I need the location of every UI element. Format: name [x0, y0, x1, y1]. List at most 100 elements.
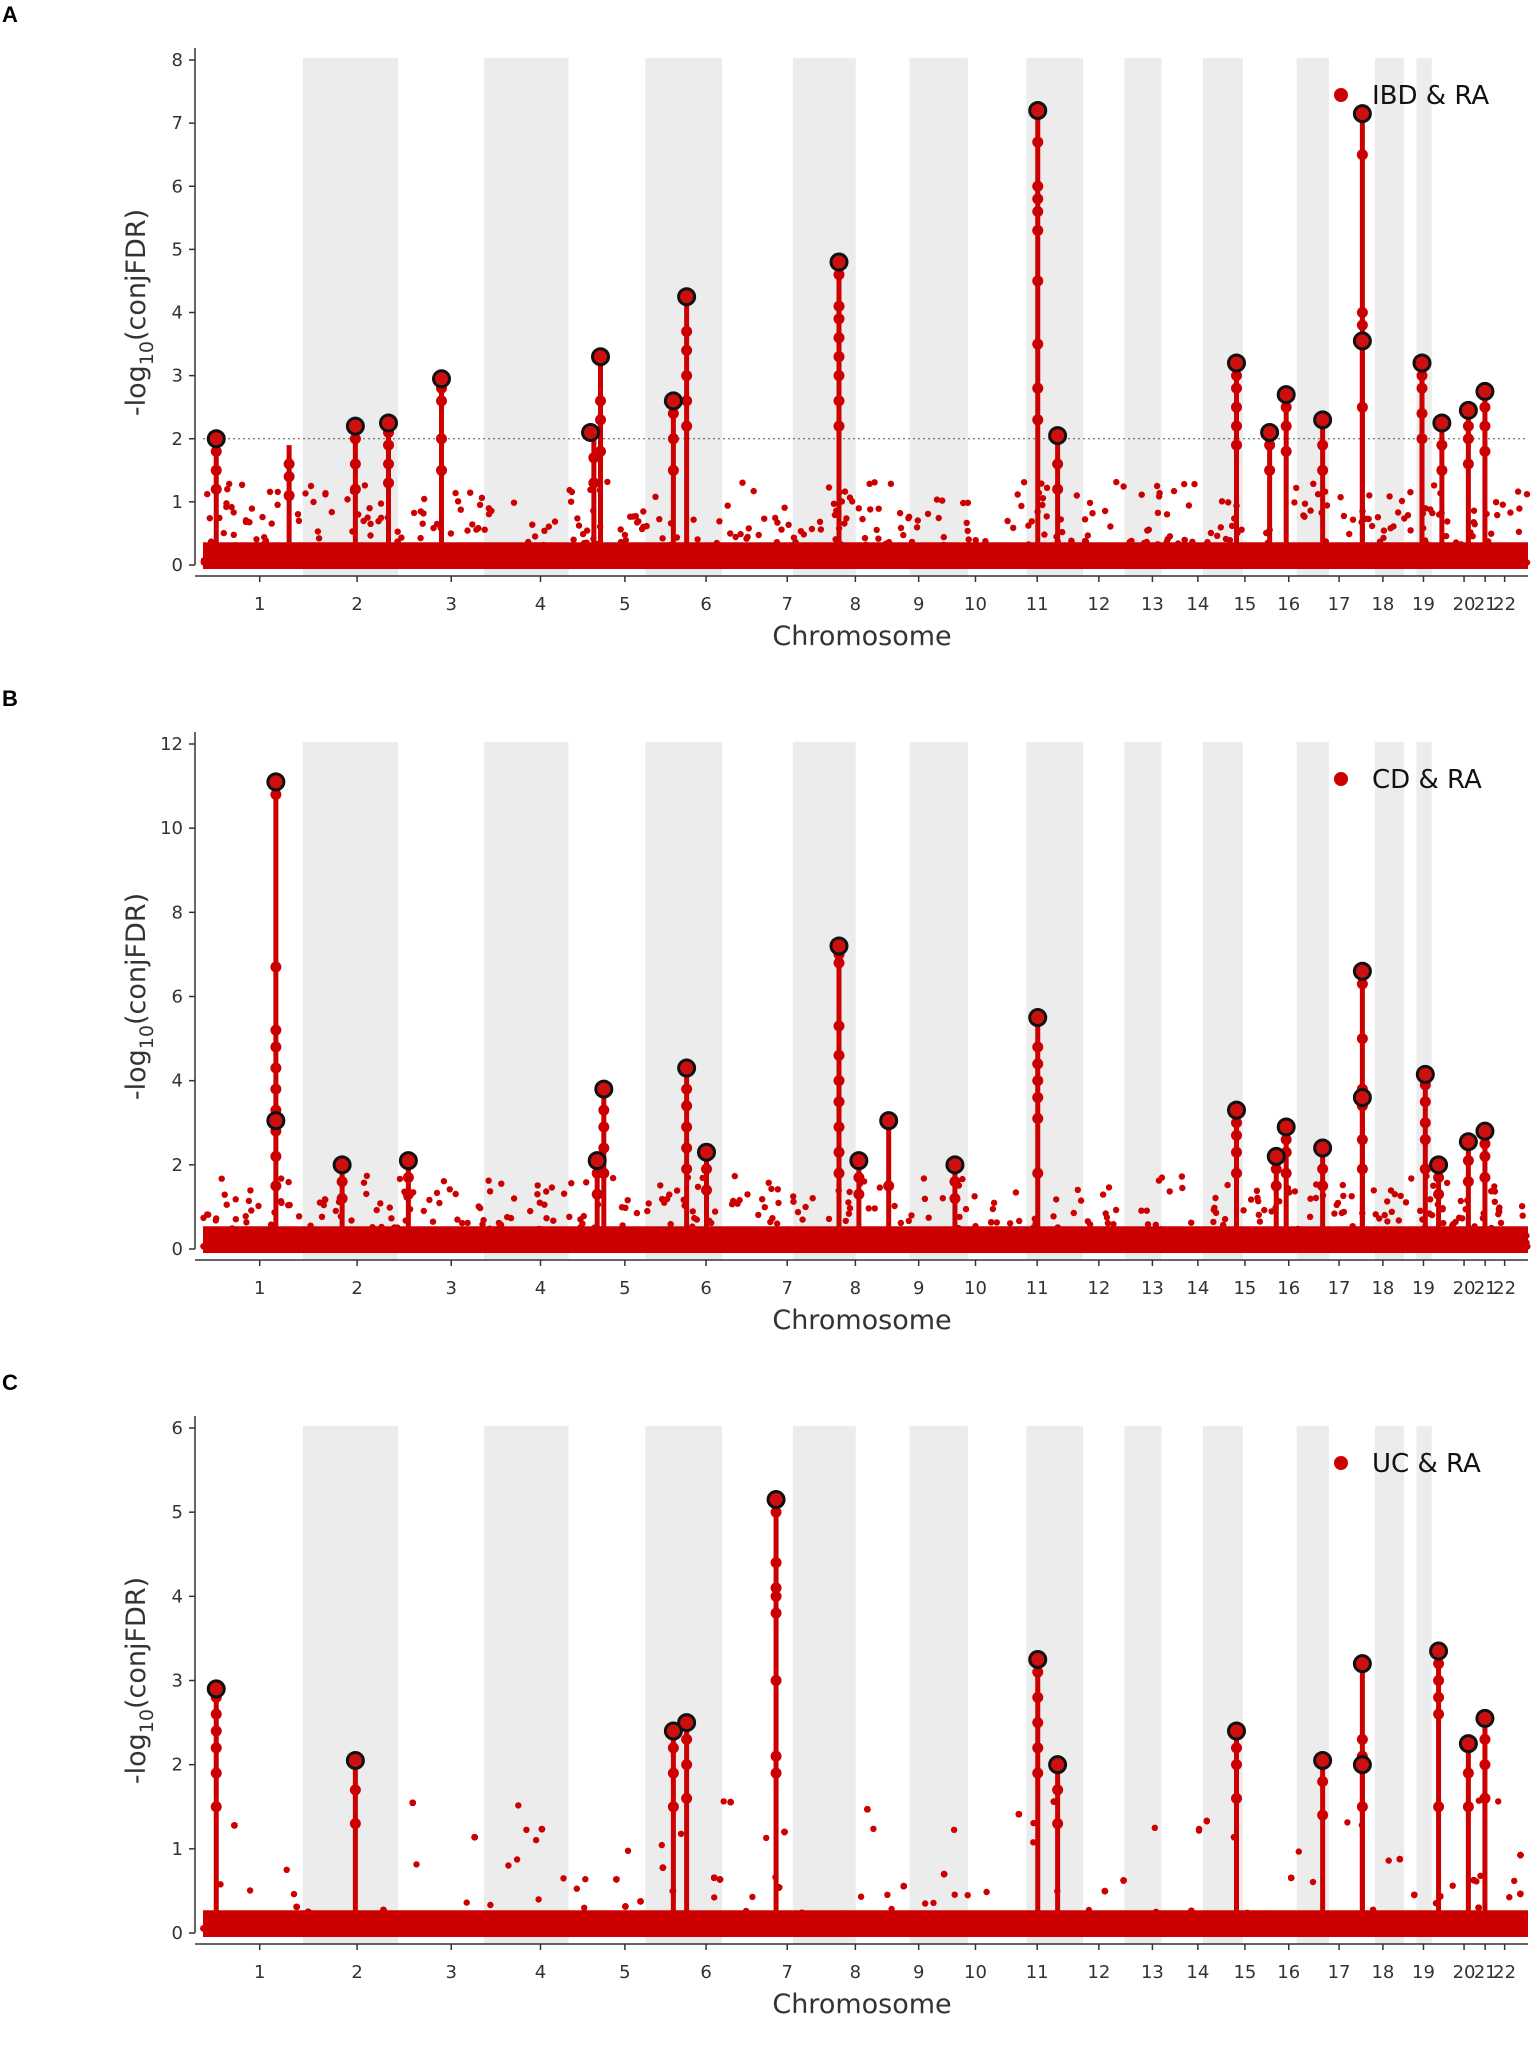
snp-point: [613, 1876, 620, 1883]
x-tick-label: 2: [351, 594, 362, 615]
snp-point: [1181, 536, 1188, 544]
peak-snp-point: [833, 395, 845, 407]
chromosome-band: [1374, 742, 1405, 1260]
lead-snp-marker: [829, 252, 849, 272]
snp-point: [1214, 532, 1221, 539]
lead-snp-marker: [1313, 410, 1333, 430]
peak-snp-point: [336, 1176, 348, 1188]
snp-point: [1381, 1211, 1388, 1219]
snp-point: [1210, 1218, 1217, 1226]
x-tick-label: 20: [1453, 594, 1476, 615]
snp-point: [865, 1205, 872, 1212]
peak-snp-point: [595, 414, 606, 426]
snp-point: [1477, 1872, 1484, 1879]
snp-point: [1430, 1182, 1437, 1189]
snp-point: [1181, 480, 1188, 488]
peak-snp-point: [1032, 1717, 1044, 1729]
snp-point: [1407, 527, 1414, 534]
snp-point: [486, 1188, 494, 1195]
snp-point: [232, 1216, 239, 1223]
snp-point: [567, 498, 575, 505]
snp-point: [560, 1190, 568, 1197]
peak-snp-point: [1280, 420, 1292, 432]
peak-snp-point: [283, 490, 295, 502]
snp-point: [238, 481, 246, 488]
snp-point: [295, 1213, 303, 1220]
peak-snp-point: [1032, 1113, 1044, 1125]
snp-point: [1151, 1824, 1159, 1831]
snp-point: [433, 1189, 441, 1197]
snp-point: [447, 530, 455, 537]
snp-point: [1470, 519, 1477, 526]
snp-point: [658, 1195, 666, 1203]
snp-point: [1015, 1811, 1023, 1818]
snp-point: [220, 529, 227, 537]
snp-point: [375, 518, 382, 525]
snp-point: [1144, 1221, 1152, 1228]
lead-snp-marker: [1028, 1008, 1048, 1028]
snp-point: [921, 1195, 929, 1202]
snp-point: [913, 524, 921, 531]
snp-point: [1212, 1194, 1219, 1202]
peak-snp-point: [1231, 439, 1242, 451]
snp-point: [633, 1209, 641, 1217]
peak-snp-point: [1032, 206, 1044, 217]
x-tick-label: 15: [1233, 594, 1256, 615]
chromosome-band: [1026, 58, 1084, 576]
chromosome-band: [1026, 1426, 1084, 1944]
peak-snp-point: [1032, 180, 1044, 192]
y-tick-label: 12: [160, 734, 183, 755]
snp-point: [1495, 1798, 1502, 1805]
snp-point: [739, 479, 746, 486]
snp-point: [452, 489, 459, 497]
snp-point: [1457, 1197, 1465, 1205]
peak-snp-point: [210, 483, 222, 495]
snp-point: [487, 1901, 494, 1909]
snp-point: [1470, 1877, 1477, 1884]
snp-point: [1310, 480, 1317, 487]
chromosome-band: [645, 58, 723, 576]
peak-snp-point: [1433, 1708, 1445, 1720]
snp-point: [924, 510, 932, 518]
peak-snp-point: [591, 1188, 603, 1200]
snp-point: [1291, 1188, 1299, 1195]
peak-snp-point: [283, 458, 295, 470]
snp-point: [367, 532, 374, 539]
lead-snp-marker: [1352, 331, 1372, 351]
snp-point: [635, 518, 642, 525]
peak-snp-point: [1416, 370, 1428, 382]
snp-point: [1340, 512, 1348, 520]
snp-point: [1372, 1211, 1379, 1218]
y-tick-label: 0: [172, 555, 183, 576]
snp-point: [452, 1190, 459, 1198]
snp-point: [900, 531, 907, 539]
lead-snp-marker: [1276, 1117, 1296, 1137]
snp-point: [1138, 491, 1145, 498]
peak-snp-point: [701, 1163, 712, 1175]
peak-snp-point: [1032, 1092, 1044, 1103]
snp-point: [802, 1203, 809, 1211]
snp-point: [1226, 536, 1234, 544]
peak-snp-point: [833, 1096, 845, 1108]
peak-snp-point: [1436, 439, 1448, 451]
snp-point: [1070, 1209, 1078, 1217]
peak-snp-point: [270, 1041, 282, 1053]
snp-point: [464, 1219, 471, 1227]
peak-snp-point: [833, 370, 845, 382]
snp-point: [731, 1172, 738, 1180]
snp-point: [463, 1899, 470, 1906]
lead-snp-marker: [1415, 1064, 1435, 1084]
chromosome-band: [1124, 58, 1162, 576]
chromosome-band: [792, 742, 856, 1260]
peak-snp-point: [402, 1171, 414, 1183]
peak-snp-point: [1032, 1666, 1044, 1678]
snp-point: [531, 533, 539, 540]
y-title-suffix: (conjFDR): [121, 893, 152, 1025]
peak-snp-point: [1317, 1163, 1329, 1175]
x-tick-label: 12: [1087, 594, 1110, 615]
snp-point: [1145, 526, 1153, 533]
snp-point: [1388, 1208, 1396, 1215]
peak-columns: [210, 110, 1491, 565]
snp-point: [1210, 1206, 1218, 1213]
